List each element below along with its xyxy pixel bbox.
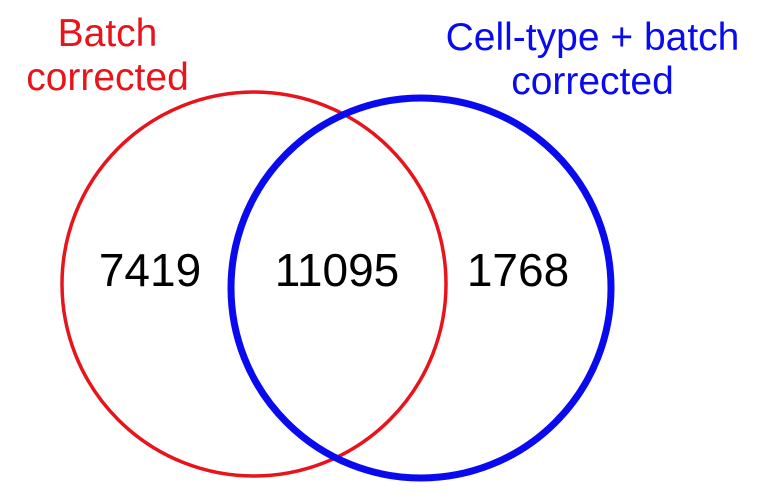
set-label-line: corrected [511,60,674,103]
set-label-line: corrected [26,56,189,99]
circle-celltype-batch-corrected [227,94,615,482]
circle-batch-corrected [60,90,448,478]
count-intersection: 11095 [274,244,400,296]
set-label-batch-corrected: Batch corrected [0,12,215,100]
count-celltype-batch-only: 1768 [466,244,570,296]
set-label-celltype-batch-corrected: Cell-type + batch corrected [420,16,758,104]
set-label-line: Cell-type + batch [445,16,740,59]
set-label-line: Batch [57,12,158,55]
count-batch-only: 7419 [98,244,202,296]
